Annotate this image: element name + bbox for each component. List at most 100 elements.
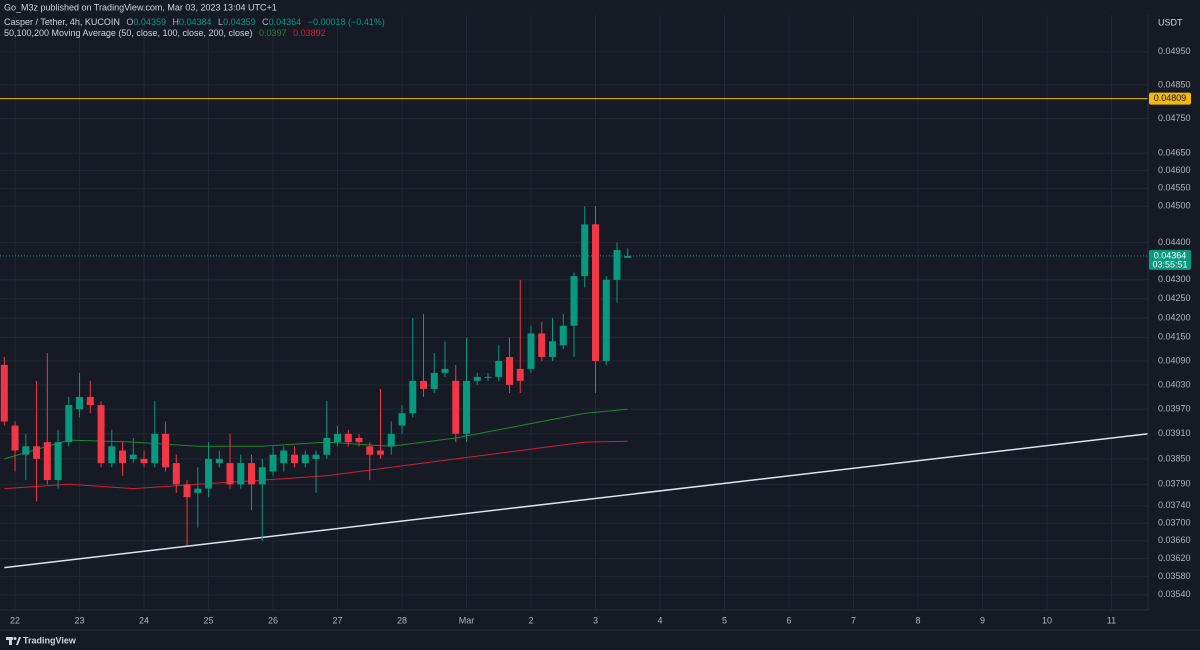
y-tick-label: 0.03910 bbox=[1158, 428, 1191, 438]
candle-body bbox=[162, 433, 170, 468]
y-tick-label: 0.04150 bbox=[1158, 332, 1191, 342]
y-tick-label: 0.03620 bbox=[1158, 553, 1191, 563]
candle-body bbox=[269, 454, 277, 472]
candle-body bbox=[591, 224, 599, 361]
candle-body bbox=[65, 405, 73, 443]
y-tick-label: 0.04300 bbox=[1158, 274, 1191, 284]
x-tick-label: 28 bbox=[397, 615, 407, 625]
level-label-box bbox=[1149, 92, 1191, 105]
candle-body bbox=[194, 488, 202, 493]
ma-name: 50,100,200 Moving Average (50, close, 10… bbox=[4, 28, 253, 38]
candle-body bbox=[538, 333, 546, 357]
candle-body bbox=[312, 454, 320, 459]
y-tick-label: 0.03850 bbox=[1158, 453, 1191, 463]
x-tick-label: 27 bbox=[333, 615, 343, 625]
x-tick-label: 7 bbox=[851, 615, 856, 625]
y-tick-label: 0.03700 bbox=[1158, 518, 1191, 528]
legend-label: H bbox=[172, 17, 179, 27]
candle-body bbox=[237, 463, 245, 485]
candle-body bbox=[484, 376, 492, 378]
candle-body bbox=[527, 333, 535, 369]
y-tick-label: 0.03540 bbox=[1158, 589, 1191, 599]
candle-body bbox=[409, 380, 417, 414]
close-value: 0.04364 bbox=[269, 17, 302, 27]
legend-label: O bbox=[126, 17, 133, 27]
trendline bbox=[4, 433, 1149, 569]
axes: 0.04950 0.04850 0.04750 0.04650 0.04600 0.045… bbox=[10, 46, 1191, 625]
candle-body bbox=[602, 279, 610, 361]
candle-body bbox=[516, 368, 524, 381]
ma-value: 0.0397 bbox=[259, 28, 287, 38]
y-tick-label: 0.04500 bbox=[1158, 201, 1191, 211]
x-tick-label: 6 bbox=[786, 615, 791, 625]
x-tick-label: 4 bbox=[657, 615, 662, 625]
legend-row: Casper / Tether, 4h, KUCOIN O0.04359 H0.… bbox=[4, 17, 385, 27]
y-tick-label: 0.04950 bbox=[1158, 46, 1191, 56]
candle-body bbox=[420, 380, 428, 389]
candle-body bbox=[248, 463, 256, 485]
candle-body bbox=[215, 458, 223, 464]
candle-body bbox=[183, 484, 191, 498]
candle-body bbox=[613, 250, 621, 280]
candle-body bbox=[473, 376, 481, 381]
x-tick-label: 25 bbox=[204, 615, 214, 625]
candle-body bbox=[344, 433, 352, 443]
x-tick-label: 10 bbox=[1042, 615, 1052, 625]
legend-label: L bbox=[218, 17, 223, 27]
grid bbox=[0, 15, 1148, 610]
y-tick-label: 0.04650 bbox=[1158, 148, 1191, 158]
y-tick-label: 0.04030 bbox=[1158, 379, 1191, 389]
x-tick-label: 23 bbox=[75, 615, 85, 625]
candle-body bbox=[0, 364, 8, 422]
candle-body bbox=[151, 433, 159, 464]
candle-body bbox=[54, 442, 62, 481]
candle-body bbox=[291, 454, 299, 464]
y-tick-label: 0.04400 bbox=[1158, 237, 1191, 247]
candle-body bbox=[570, 276, 578, 326]
candle-body bbox=[581, 224, 589, 277]
candle-body bbox=[280, 450, 288, 464]
high-value: 0.04384 bbox=[179, 17, 212, 27]
countdown-label: 03:55:51 bbox=[1152, 259, 1187, 269]
y-tick-label: 0.04750 bbox=[1158, 113, 1191, 123]
candle-body bbox=[226, 463, 234, 485]
candle-body bbox=[97, 405, 105, 464]
symbol-title: Casper / Tether, 4h, KUCOIN bbox=[4, 17, 120, 27]
moving-average bbox=[4, 440, 628, 490]
candle-body bbox=[33, 446, 41, 459]
footer-logo bbox=[6, 637, 21, 645]
y-tick-label: 0.04550 bbox=[1158, 183, 1191, 193]
candle-body bbox=[624, 255, 632, 258]
candle-body bbox=[452, 380, 460, 434]
published-note: Go_M3z published on TradingView.com, Mar… bbox=[4, 2, 277, 12]
candle-body bbox=[76, 396, 84, 410]
currency-label: USDT bbox=[1158, 17, 1183, 27]
brand: TradingView bbox=[23, 635, 77, 645]
x-tick-label: 5 bbox=[722, 615, 727, 625]
level-label: 0.04809 bbox=[1154, 93, 1187, 103]
y-tick-label: 0.04090 bbox=[1158, 355, 1191, 365]
change-value: −0.00018 (−0.41%) bbox=[308, 17, 385, 27]
candle-body bbox=[108, 446, 116, 464]
ma-legend-row: 50,100,200 Moving Average (50, close, 10… bbox=[4, 28, 326, 38]
candle-body bbox=[495, 360, 503, 377]
candle-body bbox=[129, 454, 137, 459]
y-tick-label: 0.04600 bbox=[1158, 165, 1191, 175]
candle-body bbox=[43, 442, 51, 481]
candle-body bbox=[506, 356, 514, 385]
y-tick-label: 0.03790 bbox=[1158, 479, 1191, 489]
candle-body bbox=[22, 446, 30, 455]
open-value: 0.04359 bbox=[133, 17, 166, 27]
candle-body bbox=[119, 450, 127, 464]
ma-value: 0.03892 bbox=[293, 28, 326, 38]
candle-body bbox=[549, 341, 557, 357]
candle-body bbox=[258, 467, 266, 485]
x-tick-label: 9 bbox=[980, 615, 985, 625]
plot bbox=[0, 98, 1149, 569]
candle-body bbox=[140, 458, 148, 464]
current-price-box bbox=[1149, 249, 1191, 270]
candle-body bbox=[398, 413, 406, 426]
